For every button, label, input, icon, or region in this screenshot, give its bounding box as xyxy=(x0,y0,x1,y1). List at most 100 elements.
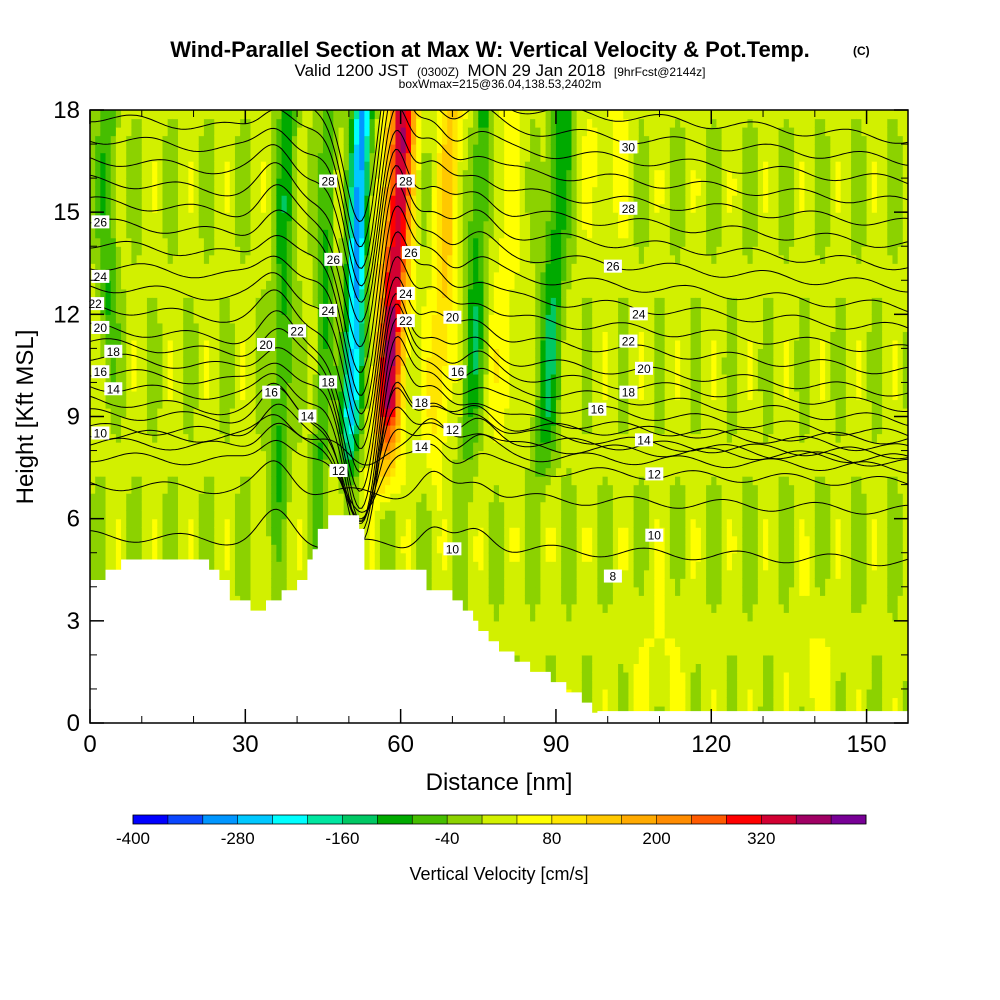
field-cell xyxy=(369,254,376,264)
field-cell xyxy=(121,246,127,256)
field-cell xyxy=(198,288,205,298)
field-cell xyxy=(229,595,236,605)
field-cell xyxy=(364,407,371,418)
field-cell xyxy=(126,229,133,239)
field-cell xyxy=(426,297,433,307)
field-cell xyxy=(385,152,391,162)
field-cell xyxy=(245,161,252,171)
field-cell xyxy=(312,305,319,315)
field-cell xyxy=(229,297,236,307)
field-cell xyxy=(385,425,391,435)
field-cell xyxy=(421,373,428,384)
field-cell xyxy=(297,467,303,477)
field-cell xyxy=(162,356,169,367)
field-cell xyxy=(400,561,407,571)
field-cell xyxy=(110,331,117,341)
field-cell xyxy=(234,552,241,562)
field-cell xyxy=(328,110,334,120)
field-cell xyxy=(322,518,329,528)
field-cell xyxy=(250,348,257,358)
field-cell xyxy=(172,288,179,298)
field-cell xyxy=(188,425,195,435)
field-cell xyxy=(167,467,174,477)
field-cell xyxy=(291,493,298,503)
field-cell xyxy=(234,416,241,426)
field-cell xyxy=(152,280,158,290)
field-cell xyxy=(131,288,138,298)
field-cell xyxy=(193,305,200,315)
field-cell xyxy=(240,212,246,222)
field-cell xyxy=(447,578,454,588)
field-cell xyxy=(400,501,407,511)
field-cell xyxy=(266,314,272,324)
field-cell xyxy=(224,212,231,222)
field-cell xyxy=(317,365,324,375)
field-cell xyxy=(255,510,262,520)
field-cell xyxy=(214,399,221,409)
field-cell xyxy=(193,237,200,247)
field-cell xyxy=(198,425,205,435)
field-cell xyxy=(234,203,241,213)
field-cell xyxy=(141,544,148,554)
field-cell xyxy=(400,254,407,264)
field-cell xyxy=(224,322,231,332)
field-cell xyxy=(436,399,443,409)
field-cell xyxy=(234,186,241,196)
field-cell xyxy=(348,407,355,418)
field-cell xyxy=(152,527,158,537)
field-cell xyxy=(410,229,417,239)
field-cell xyxy=(421,356,428,367)
field-cell xyxy=(162,484,169,494)
field-cell xyxy=(188,390,195,401)
field-cell xyxy=(436,220,443,230)
field-cell xyxy=(110,373,117,384)
field-cell xyxy=(157,237,164,247)
field-cell xyxy=(266,229,272,239)
field-cell xyxy=(302,195,309,205)
field-cell xyxy=(385,212,391,222)
field-cell xyxy=(379,484,386,494)
field-cell xyxy=(188,365,195,375)
field-cell xyxy=(157,390,164,401)
field-cell xyxy=(167,322,174,332)
field-cell xyxy=(410,110,417,120)
field-cell xyxy=(146,390,153,401)
field-cell xyxy=(343,135,350,145)
field-cell xyxy=(426,203,433,213)
field-cell xyxy=(214,544,221,554)
field-cell xyxy=(442,339,448,349)
field-cell xyxy=(214,484,221,494)
field-cell xyxy=(126,433,133,443)
field-cell xyxy=(276,229,283,239)
field-cell xyxy=(436,373,443,384)
field-cell xyxy=(219,288,226,298)
field-cell xyxy=(416,314,422,324)
field-cell xyxy=(209,552,215,562)
field-cell xyxy=(203,169,210,179)
field-cell xyxy=(172,305,179,315)
field-cell xyxy=(276,305,283,315)
field-cell xyxy=(369,135,376,145)
field-cell xyxy=(286,195,293,205)
field-cell xyxy=(395,246,402,256)
field-cell xyxy=(416,544,422,554)
field-cell xyxy=(266,476,272,486)
field-cell xyxy=(121,331,127,341)
field-cell xyxy=(385,535,391,545)
field-cell xyxy=(157,161,164,171)
field-cell xyxy=(390,459,397,469)
field-cell xyxy=(291,382,298,392)
field-cell xyxy=(431,348,438,358)
field-cell xyxy=(219,467,226,477)
field-cell xyxy=(405,561,412,571)
field-cell xyxy=(178,322,184,332)
field-cell xyxy=(110,442,117,452)
field-cell xyxy=(364,280,371,290)
field-cell xyxy=(302,373,309,384)
field-cell xyxy=(100,203,107,213)
field-cell xyxy=(126,552,133,562)
field-cell xyxy=(328,399,334,409)
field-cell xyxy=(146,178,153,188)
field-cell xyxy=(136,135,143,145)
field-cell xyxy=(172,254,179,264)
